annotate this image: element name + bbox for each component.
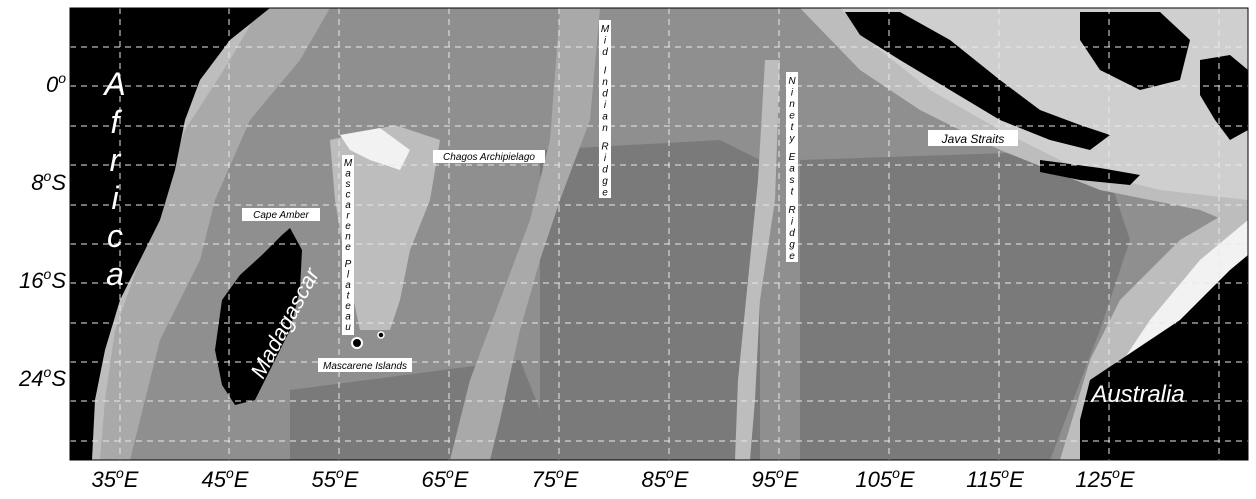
java-landmass [1040, 160, 1140, 185]
ninety-east-ridge-letter: e [789, 111, 795, 122]
africa-label-letter: i [111, 180, 119, 216]
ninety-east-ridge-letter: R [788, 205, 795, 216]
cape-amber-tag: Cape Amber [242, 208, 320, 221]
longitude-tick-label: 125oE [1075, 465, 1135, 492]
mascarene-plateau-letter: s [346, 179, 351, 190]
longitude-tick-label: 65oE [422, 465, 469, 492]
mid-indian-ridge-letter: i [604, 100, 607, 111]
mascarene-plateau-letter: u [345, 322, 351, 333]
latitude-tick-label: 8oS [31, 168, 66, 195]
africa-label-letter: A [102, 66, 125, 102]
mid-indian-ridge-letter: n [602, 77, 608, 88]
mid-indian-ridge-letter: n [602, 123, 608, 134]
longitude-tick-label: 75oE [532, 465, 579, 492]
mascarene-islands-label: Mascarene Islands [323, 361, 407, 372]
sulawesi-landmass [1200, 55, 1248, 140]
longitude-tick-label: 85oE [642, 465, 689, 492]
mascarene-islands-tag: Mascarene Islands [318, 358, 412, 372]
ninety-east-ridge-letter: t [791, 122, 795, 133]
longitude-tick-label: 115oE [966, 465, 1024, 492]
mid-indian-ridge-letter: i [604, 153, 607, 164]
mascarene-plateau-letter: t [347, 290, 351, 301]
java-straits-tag: Java Straits [928, 130, 1018, 146]
mid-indian-ridge-letter: i [604, 36, 607, 47]
mascarene-plateau-letter: a [345, 200, 351, 211]
longitude-tick-label: 45oE [202, 465, 249, 492]
latitude-tick-label: 24oS [18, 364, 66, 391]
ninety-east-ridge-letter: E [789, 152, 796, 163]
ninety-east-ridge-letter: i [791, 88, 794, 99]
ninety-east-ridge-letter: n [789, 99, 795, 110]
australia-landmass [1080, 255, 1248, 460]
mascarene-plateau-letter: l [347, 269, 350, 280]
africa-label-letter: c [107, 218, 123, 254]
mascarene-plateau-letter: c [346, 190, 351, 201]
longitude-tick-label: 35oE [92, 465, 139, 492]
mid-indian-ridge-letter: d [602, 164, 608, 175]
ninety-east-ridge-letter: t [791, 186, 795, 197]
mascarene-plateau-letter: n [345, 232, 351, 243]
java-straits-label: Java Straits [941, 132, 1005, 146]
mascarene-plateau-letter: e [345, 301, 351, 312]
mid-indian-ridge-letter: d [602, 88, 608, 99]
ninety-east-ridge-letter: e [789, 251, 795, 262]
mid-indian-ridge-letter: e [602, 187, 608, 198]
mascarene-plateau-letter: P [345, 259, 352, 270]
chagos-label: Chagos Archipielago [443, 152, 535, 163]
australia-label: Australia [1089, 381, 1184, 408]
graticule [70, 8, 1248, 460]
map-frame [69, 7, 1249, 461]
mascarene-plateau-letter: a [345, 169, 351, 180]
mid-indian-ridge-letter: d [602, 47, 608, 58]
mid-indian-ridge-letter: a [602, 111, 608, 122]
mid-indian-ridge-letter: g [602, 176, 608, 187]
latitude-tick-label: 16oS [19, 266, 66, 293]
ninety-east-ridge-letter: a [789, 163, 795, 174]
mascarene-plateau-letter: a [345, 280, 351, 291]
madagascar-landmass [215, 228, 302, 405]
mascarene-plateau-letter: M [344, 158, 353, 169]
longitude-tick-label: 95oE [752, 465, 799, 492]
ninety-east-ridge-letter: g [789, 239, 795, 250]
latitude-labels: 0o 8oS 16oS 24oS [18, 70, 66, 391]
mauritius-island [377, 331, 385, 339]
mascarene-plateau-letter: a [345, 311, 351, 322]
longitude-tick-label: 55oE [312, 465, 359, 492]
ninety-east-ridge-letter: i [791, 216, 794, 227]
mid-indian-ridge-letter: R [601, 141, 608, 152]
ninety-east-ridge-letter: d [789, 228, 795, 239]
longitude-labels: 35oE 45oE 55oE 65oE 75oE 85oE 95oE 105oE 115oE 12… [92, 465, 1135, 492]
longitude-tick-label: 105oE [855, 465, 915, 492]
chagos-tag: Chagos Archipielago [433, 150, 545, 163]
borneo-landmass [1080, 12, 1190, 90]
latitude-tick-label: 0o [46, 70, 66, 97]
mid-indian-ridge-letter: I [604, 65, 607, 76]
vertical-labels: MascarenePlateauMidIndianRidgeNinetyEast… [342, 20, 798, 335]
ninety-east-ridge-letter: N [788, 76, 796, 87]
mid-indian-ridge-letter: M [601, 24, 610, 35]
africa-label-letter: r [110, 142, 122, 178]
mascarene-plateau-letter: r [346, 211, 350, 222]
reunion-island [351, 337, 363, 349]
mascarene-plateau-letter: e [345, 221, 351, 232]
ninety-east-ridge-letter: y [789, 134, 796, 145]
mascarene-plateau-letter: e [345, 242, 351, 253]
ninety-east-ridge-letter: s [790, 175, 795, 186]
cape-amber-label: Cape Amber [253, 210, 309, 221]
africa-label-letter: a [106, 256, 124, 292]
